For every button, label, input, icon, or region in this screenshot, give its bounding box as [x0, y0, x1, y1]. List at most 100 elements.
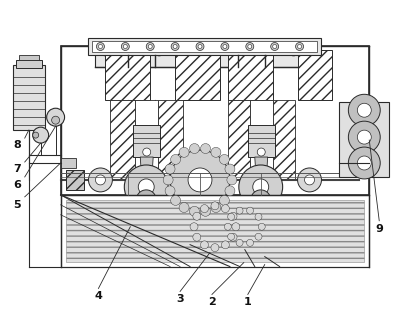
- Circle shape: [257, 148, 265, 156]
- Circle shape: [179, 202, 189, 213]
- Circle shape: [229, 212, 237, 220]
- Circle shape: [298, 168, 322, 192]
- Circle shape: [188, 168, 212, 192]
- Circle shape: [198, 45, 202, 48]
- Bar: [60, 158, 76, 168]
- Text: 9: 9: [375, 224, 383, 234]
- Circle shape: [255, 213, 262, 220]
- Circle shape: [200, 205, 208, 213]
- Bar: [60, 46, 369, 195]
- Circle shape: [171, 43, 179, 50]
- Circle shape: [257, 196, 265, 204]
- Bar: [341, 104, 387, 175]
- Circle shape: [348, 121, 380, 153]
- Circle shape: [33, 132, 39, 138]
- Bar: [158, 100, 183, 180]
- Bar: [133, 125, 160, 157]
- Circle shape: [248, 45, 252, 48]
- Bar: [228, 50, 273, 100]
- Circle shape: [221, 43, 229, 50]
- Circle shape: [228, 213, 234, 220]
- Bar: [220, 243, 235, 253]
- Circle shape: [211, 202, 219, 210]
- Circle shape: [208, 45, 218, 56]
- Circle shape: [163, 175, 173, 185]
- Bar: [250, 100, 273, 180]
- Text: 4: 4: [94, 292, 102, 301]
- Text: 2: 2: [208, 297, 216, 307]
- Bar: [259, 127, 271, 132]
- Bar: [88, 37, 322, 56]
- Polygon shape: [140, 157, 153, 187]
- Bar: [106, 50, 150, 100]
- Circle shape: [211, 147, 221, 157]
- Circle shape: [121, 43, 129, 50]
- Circle shape: [211, 202, 221, 213]
- Polygon shape: [60, 195, 369, 266]
- Circle shape: [229, 233, 237, 241]
- Bar: [298, 50, 332, 100]
- Circle shape: [261, 45, 272, 56]
- Circle shape: [271, 43, 279, 50]
- Bar: [92, 41, 318, 52]
- Polygon shape: [255, 157, 268, 187]
- Circle shape: [236, 207, 243, 214]
- Circle shape: [193, 212, 201, 220]
- Circle shape: [288, 45, 299, 56]
- Circle shape: [227, 175, 237, 185]
- Circle shape: [200, 241, 208, 249]
- Circle shape: [127, 45, 138, 56]
- Text: 6: 6: [13, 180, 21, 190]
- Circle shape: [246, 207, 254, 214]
- Bar: [149, 127, 161, 132]
- Bar: [16, 60, 42, 68]
- Circle shape: [253, 179, 269, 195]
- Circle shape: [138, 179, 154, 195]
- Bar: [110, 100, 135, 180]
- Circle shape: [348, 94, 380, 126]
- Circle shape: [224, 223, 231, 230]
- Circle shape: [146, 43, 154, 50]
- Text: 5: 5: [13, 200, 20, 210]
- Circle shape: [190, 223, 198, 231]
- Circle shape: [47, 108, 64, 126]
- Circle shape: [179, 147, 189, 157]
- Bar: [248, 125, 275, 157]
- Polygon shape: [66, 200, 364, 262]
- Circle shape: [154, 45, 165, 56]
- Circle shape: [52, 116, 60, 124]
- Bar: [135, 100, 158, 180]
- Circle shape: [357, 156, 371, 170]
- Bar: [340, 102, 389, 177]
- Circle shape: [200, 144, 210, 153]
- Circle shape: [298, 45, 302, 48]
- Circle shape: [142, 196, 150, 204]
- Bar: [122, 127, 134, 132]
- Circle shape: [246, 43, 254, 50]
- Circle shape: [211, 244, 219, 252]
- Circle shape: [190, 206, 200, 216]
- Circle shape: [124, 165, 168, 209]
- Circle shape: [193, 233, 201, 241]
- Circle shape: [148, 45, 152, 48]
- Circle shape: [251, 190, 271, 210]
- Circle shape: [195, 175, 205, 185]
- Bar: [273, 100, 294, 180]
- Text: 3: 3: [176, 294, 184, 305]
- Circle shape: [357, 130, 371, 144]
- Bar: [96, 43, 314, 67]
- Circle shape: [220, 195, 229, 205]
- Circle shape: [88, 168, 112, 192]
- Circle shape: [98, 45, 102, 48]
- Circle shape: [170, 150, 230, 210]
- Circle shape: [200, 206, 210, 216]
- Circle shape: [100, 45, 111, 56]
- Circle shape: [171, 195, 180, 205]
- Text: 8: 8: [13, 140, 21, 150]
- Circle shape: [143, 148, 151, 156]
- Bar: [228, 100, 250, 180]
- Circle shape: [223, 45, 227, 48]
- Circle shape: [239, 165, 283, 209]
- Circle shape: [96, 175, 106, 185]
- Circle shape: [165, 164, 175, 174]
